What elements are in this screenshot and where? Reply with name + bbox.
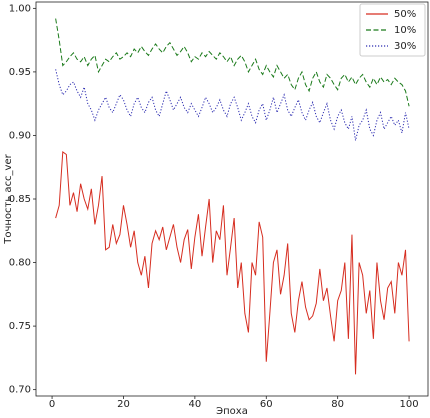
- line-series: [55, 69, 410, 141]
- y-tick-label: 0.80: [9, 258, 31, 269]
- legend-label: 30%: [394, 41, 416, 52]
- x-tick-label: 20: [117, 399, 130, 410]
- legend-label: 50%: [394, 9, 416, 20]
- y-tick-label: 0.70: [9, 385, 31, 396]
- x-tick-label: 80: [331, 399, 344, 410]
- y-tick-label: 0.85: [9, 194, 31, 205]
- legend-label: 10%: [394, 25, 416, 36]
- x-axis-label: Эпоха: [216, 406, 248, 417]
- y-tick-label: 0.95: [9, 67, 31, 78]
- x-tick-label: 60: [260, 399, 273, 410]
- x-tick-label: 100: [400, 399, 419, 410]
- x-tick-label: 0: [49, 399, 55, 410]
- y-tick-label: 1.00: [9, 3, 31, 14]
- y-axis-label: Точность acc_ver: [3, 153, 14, 244]
- y-tick-label: 0.75: [9, 321, 31, 332]
- y-tick-label: 0.90: [9, 130, 31, 141]
- line-series: [55, 18, 410, 107]
- line-series: [55, 151, 410, 375]
- legend-box: [359, 3, 426, 57]
- x-tick-label: 40: [189, 399, 202, 410]
